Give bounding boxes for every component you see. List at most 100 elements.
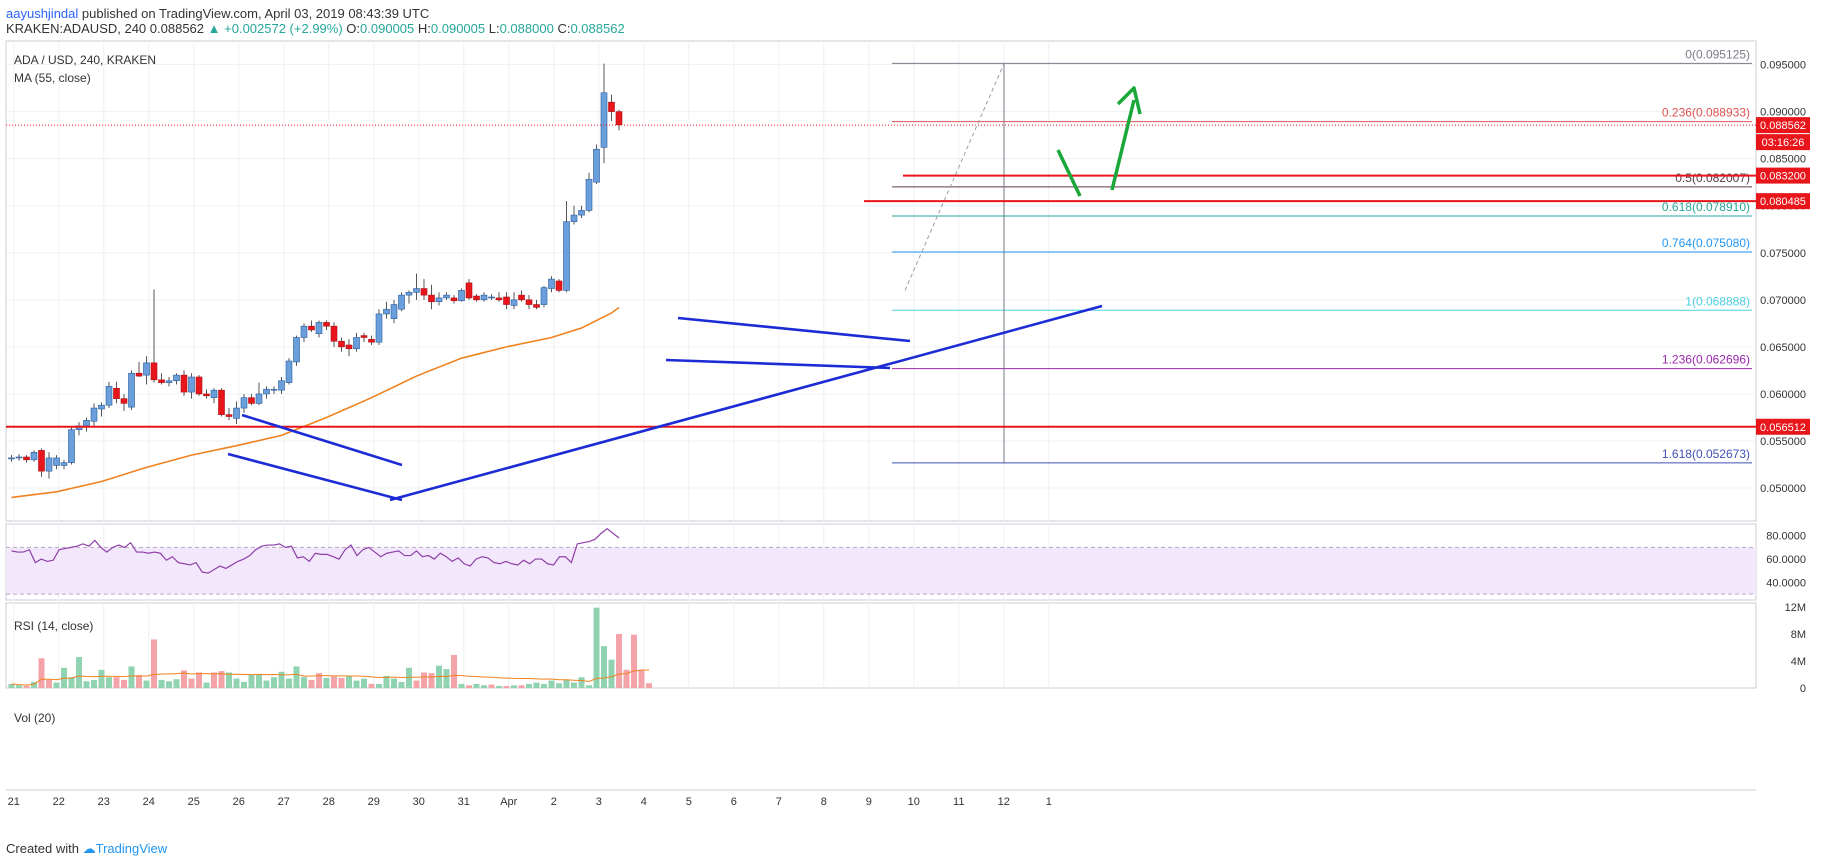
pane-border (5, 602, 1757, 689)
rsi-tick-label: 80.0000 (1766, 531, 1806, 543)
ma-line (11, 306, 620, 499)
author-link[interactable]: aayushjindal (6, 6, 79, 21)
volume-bar (211, 672, 217, 688)
ohlc-high: H:0.090005 (417, 21, 486, 36)
volume-bar (121, 679, 127, 688)
candle (195, 375, 203, 396)
time-tick-label: 26 (233, 796, 245, 808)
volume-bar (218, 671, 225, 688)
candle (450, 295, 458, 304)
volume-bar (278, 671, 285, 688)
candle-body (398, 294, 405, 310)
price-tick-label: 0.095000 (1760, 60, 1806, 72)
candle-body (525, 299, 533, 305)
candle (480, 292, 488, 302)
main-chart-title: ADA / USD, 240, KRAKEN (14, 53, 156, 67)
candle (60, 459, 68, 470)
candle (510, 292, 518, 310)
candle-body (248, 397, 255, 404)
volume-legend: Vol (20) (14, 711, 55, 725)
candle-body (143, 362, 150, 376)
candle-body (510, 299, 518, 306)
candle (555, 279, 563, 293)
candle (353, 332, 360, 352)
candle (503, 292, 510, 310)
tradingview-link[interactable]: TradingView (95, 841, 168, 856)
candle-body (308, 325, 315, 331)
candle (570, 205, 578, 225)
rsi-line (11, 527, 620, 574)
footer: Created with ☁TradingView (6, 841, 167, 857)
volume-bar (406, 667, 412, 688)
time-tick-label: 1 (1046, 796, 1052, 808)
candle (578, 205, 585, 218)
projection-arrow-down (1056, 149, 1082, 197)
volume-bar (331, 676, 337, 688)
candle-body (218, 389, 225, 415)
candle-body (495, 297, 503, 301)
volume-bar (53, 682, 60, 688)
time-tick-label: 29 (368, 796, 380, 808)
candle-body (203, 393, 210, 397)
volume-bar (16, 685, 22, 688)
candle (255, 382, 263, 406)
projection-arrow-head (1116, 86, 1142, 115)
price-axis: 0.0950000.0900000.0850000.0800000.075000… (1756, 60, 1810, 695)
volume-bar (593, 607, 600, 688)
candle (113, 381, 120, 404)
candle (518, 290, 525, 302)
volume-bar (503, 685, 510, 688)
candle (15, 454, 23, 461)
trend-line (665, 358, 891, 370)
fib-level-label: 0.236(0.088933) (1662, 106, 1750, 120)
candle-body (353, 337, 360, 350)
volume-bar (346, 675, 352, 688)
candle-body (488, 296, 495, 299)
candle (300, 323, 308, 343)
volume-bar (226, 672, 232, 688)
candle (135, 361, 143, 377)
candle-body (315, 322, 323, 335)
volume-bar (383, 675, 390, 688)
rsi-band (6, 547, 1756, 595)
candle-body (570, 214, 578, 223)
volume-bar (233, 678, 240, 688)
volume-bar (556, 683, 562, 688)
price-badge-bg (1756, 117, 1810, 134)
rsi-tick-label: 40.0000 (1766, 577, 1806, 589)
volume-bar (158, 679, 165, 688)
candle-body (443, 294, 450, 299)
candle-body (345, 344, 353, 350)
volume-bar (203, 682, 210, 688)
candle (525, 295, 533, 310)
candle-body (300, 325, 308, 338)
volume-bar (473, 683, 480, 688)
volume-bar (631, 634, 637, 688)
candle (308, 320, 315, 332)
price-tick-label: 0.070000 (1760, 295, 1806, 307)
candle-body (45, 457, 53, 472)
volume-bar (646, 683, 652, 688)
candle (203, 389, 210, 399)
candle (488, 294, 495, 300)
price-tick-label: 0.085000 (1760, 154, 1806, 166)
candle (383, 301, 390, 319)
price-pane (8, 63, 623, 499)
projection-arrow-up (1110, 99, 1136, 191)
candle (83, 417, 90, 432)
candle (165, 377, 173, 387)
symbol-info: KRAKEN:ADAUSD, 240 (6, 21, 147, 36)
candle-body (360, 335, 368, 338)
volume-bar (301, 677, 307, 688)
volume-bar (188, 678, 195, 688)
candle-body (165, 380, 173, 383)
price-badge-text: 0.083200 (1760, 171, 1806, 183)
candle (8, 455, 15, 462)
candle (45, 452, 53, 479)
price-badge-bg (1756, 418, 1810, 435)
candle (495, 292, 503, 302)
volume-tick-label: 4M (1791, 656, 1806, 668)
fib-level-label: 0.5(0.082007) (1675, 171, 1750, 185)
candle-body (458, 290, 465, 302)
